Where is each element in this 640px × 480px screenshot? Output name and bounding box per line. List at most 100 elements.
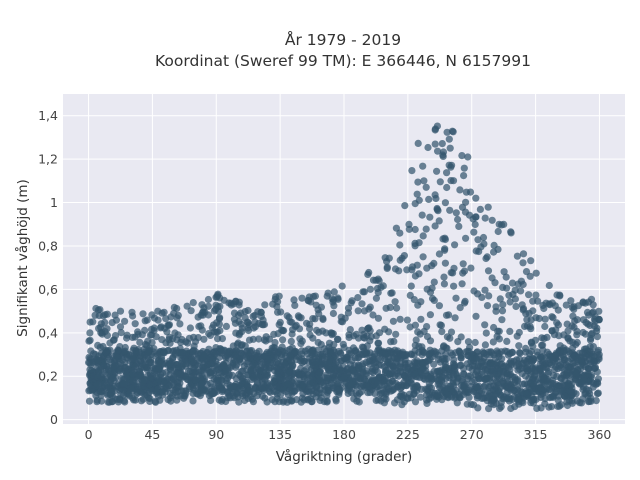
y-tick-label-5: 1 — [50, 195, 58, 210]
data-point — [121, 367, 130, 375]
data-point — [249, 335, 257, 343]
data-point — [157, 323, 165, 331]
data-point — [519, 250, 528, 258]
data-point — [345, 349, 354, 358]
data-point — [400, 382, 408, 390]
data-point — [145, 380, 154, 388]
data-point — [393, 304, 401, 312]
data-point — [593, 333, 602, 341]
data-point — [337, 349, 345, 358]
data-point — [352, 347, 360, 355]
y-axis-label: Signifikant våghöjd (m) — [14, 179, 31, 337]
data-point — [517, 287, 525, 295]
data-point — [359, 288, 367, 296]
data-point — [414, 359, 422, 367]
data-point — [577, 362, 585, 370]
data-point — [407, 282, 415, 290]
data-point — [522, 348, 530, 356]
data-point — [417, 315, 425, 323]
data-point — [308, 398, 316, 406]
data-point — [186, 385, 194, 393]
data-point — [459, 269, 467, 277]
data-point — [499, 301, 507, 309]
data-point — [390, 337, 398, 345]
data-point — [405, 220, 413, 228]
data-point — [510, 393, 519, 401]
x-tick-label-8: 360 — [588, 427, 612, 442]
data-point — [476, 205, 484, 213]
data-point — [108, 397, 116, 406]
data-point — [213, 378, 221, 386]
data-point — [423, 333, 432, 341]
data-point — [595, 315, 603, 323]
data-point — [97, 387, 105, 396]
data-point — [155, 375, 163, 383]
data-point — [577, 399, 586, 407]
data-point — [277, 308, 285, 316]
data-point — [541, 315, 549, 323]
data-point — [570, 323, 578, 331]
data-point — [532, 314, 540, 322]
data-point — [556, 342, 564, 350]
data-point — [540, 334, 548, 343]
data-point — [341, 379, 349, 387]
data-point — [494, 227, 502, 236]
data-point — [309, 358, 317, 366]
data-point — [414, 328, 422, 336]
data-point — [595, 307, 603, 315]
data-point — [121, 317, 129, 325]
data-point — [532, 367, 540, 375]
data-point — [279, 336, 287, 344]
data-point — [148, 387, 156, 395]
data-point — [433, 167, 441, 175]
data-point — [140, 382, 148, 390]
data-point — [472, 312, 480, 320]
x-tick-label-3: 135 — [268, 427, 292, 442]
data-point — [448, 127, 456, 135]
data-point — [494, 245, 502, 253]
data-point — [506, 327, 514, 335]
data-point — [278, 353, 286, 361]
data-point — [508, 279, 517, 287]
data-point — [162, 368, 170, 377]
data-point — [266, 364, 275, 372]
x-tick-label-5: 225 — [396, 427, 420, 442]
data-point — [560, 331, 568, 339]
data-point — [591, 364, 600, 372]
data-point — [134, 383, 142, 391]
data-point — [355, 334, 363, 342]
data-point — [593, 378, 601, 386]
data-point — [479, 233, 488, 242]
data-point — [288, 318, 296, 326]
data-point — [229, 382, 238, 390]
data-point — [249, 312, 257, 320]
data-point — [436, 178, 444, 186]
data-point — [86, 318, 94, 326]
data-point — [131, 333, 139, 341]
data-point — [279, 386, 287, 394]
data-point — [150, 324, 158, 332]
data-point — [265, 384, 273, 392]
data-point — [526, 272, 534, 280]
data-point — [418, 343, 426, 351]
data-point — [371, 376, 379, 385]
data-point — [255, 373, 263, 381]
data-points — [85, 122, 603, 413]
data-point — [333, 335, 342, 343]
data-point — [176, 370, 184, 378]
data-point — [372, 294, 380, 302]
data-point — [428, 262, 436, 270]
data-point — [533, 404, 541, 412]
data-point — [366, 388, 374, 397]
data-point — [248, 361, 256, 369]
y-tick-label-1: 0,2 — [38, 369, 58, 384]
data-point — [519, 259, 527, 267]
data-point — [154, 359, 162, 367]
data-point — [411, 370, 419, 378]
data-point — [526, 323, 534, 331]
data-point — [158, 388, 167, 396]
data-point — [143, 316, 151, 324]
data-point — [569, 344, 577, 352]
data-point — [560, 392, 569, 400]
data-point — [194, 313, 202, 321]
